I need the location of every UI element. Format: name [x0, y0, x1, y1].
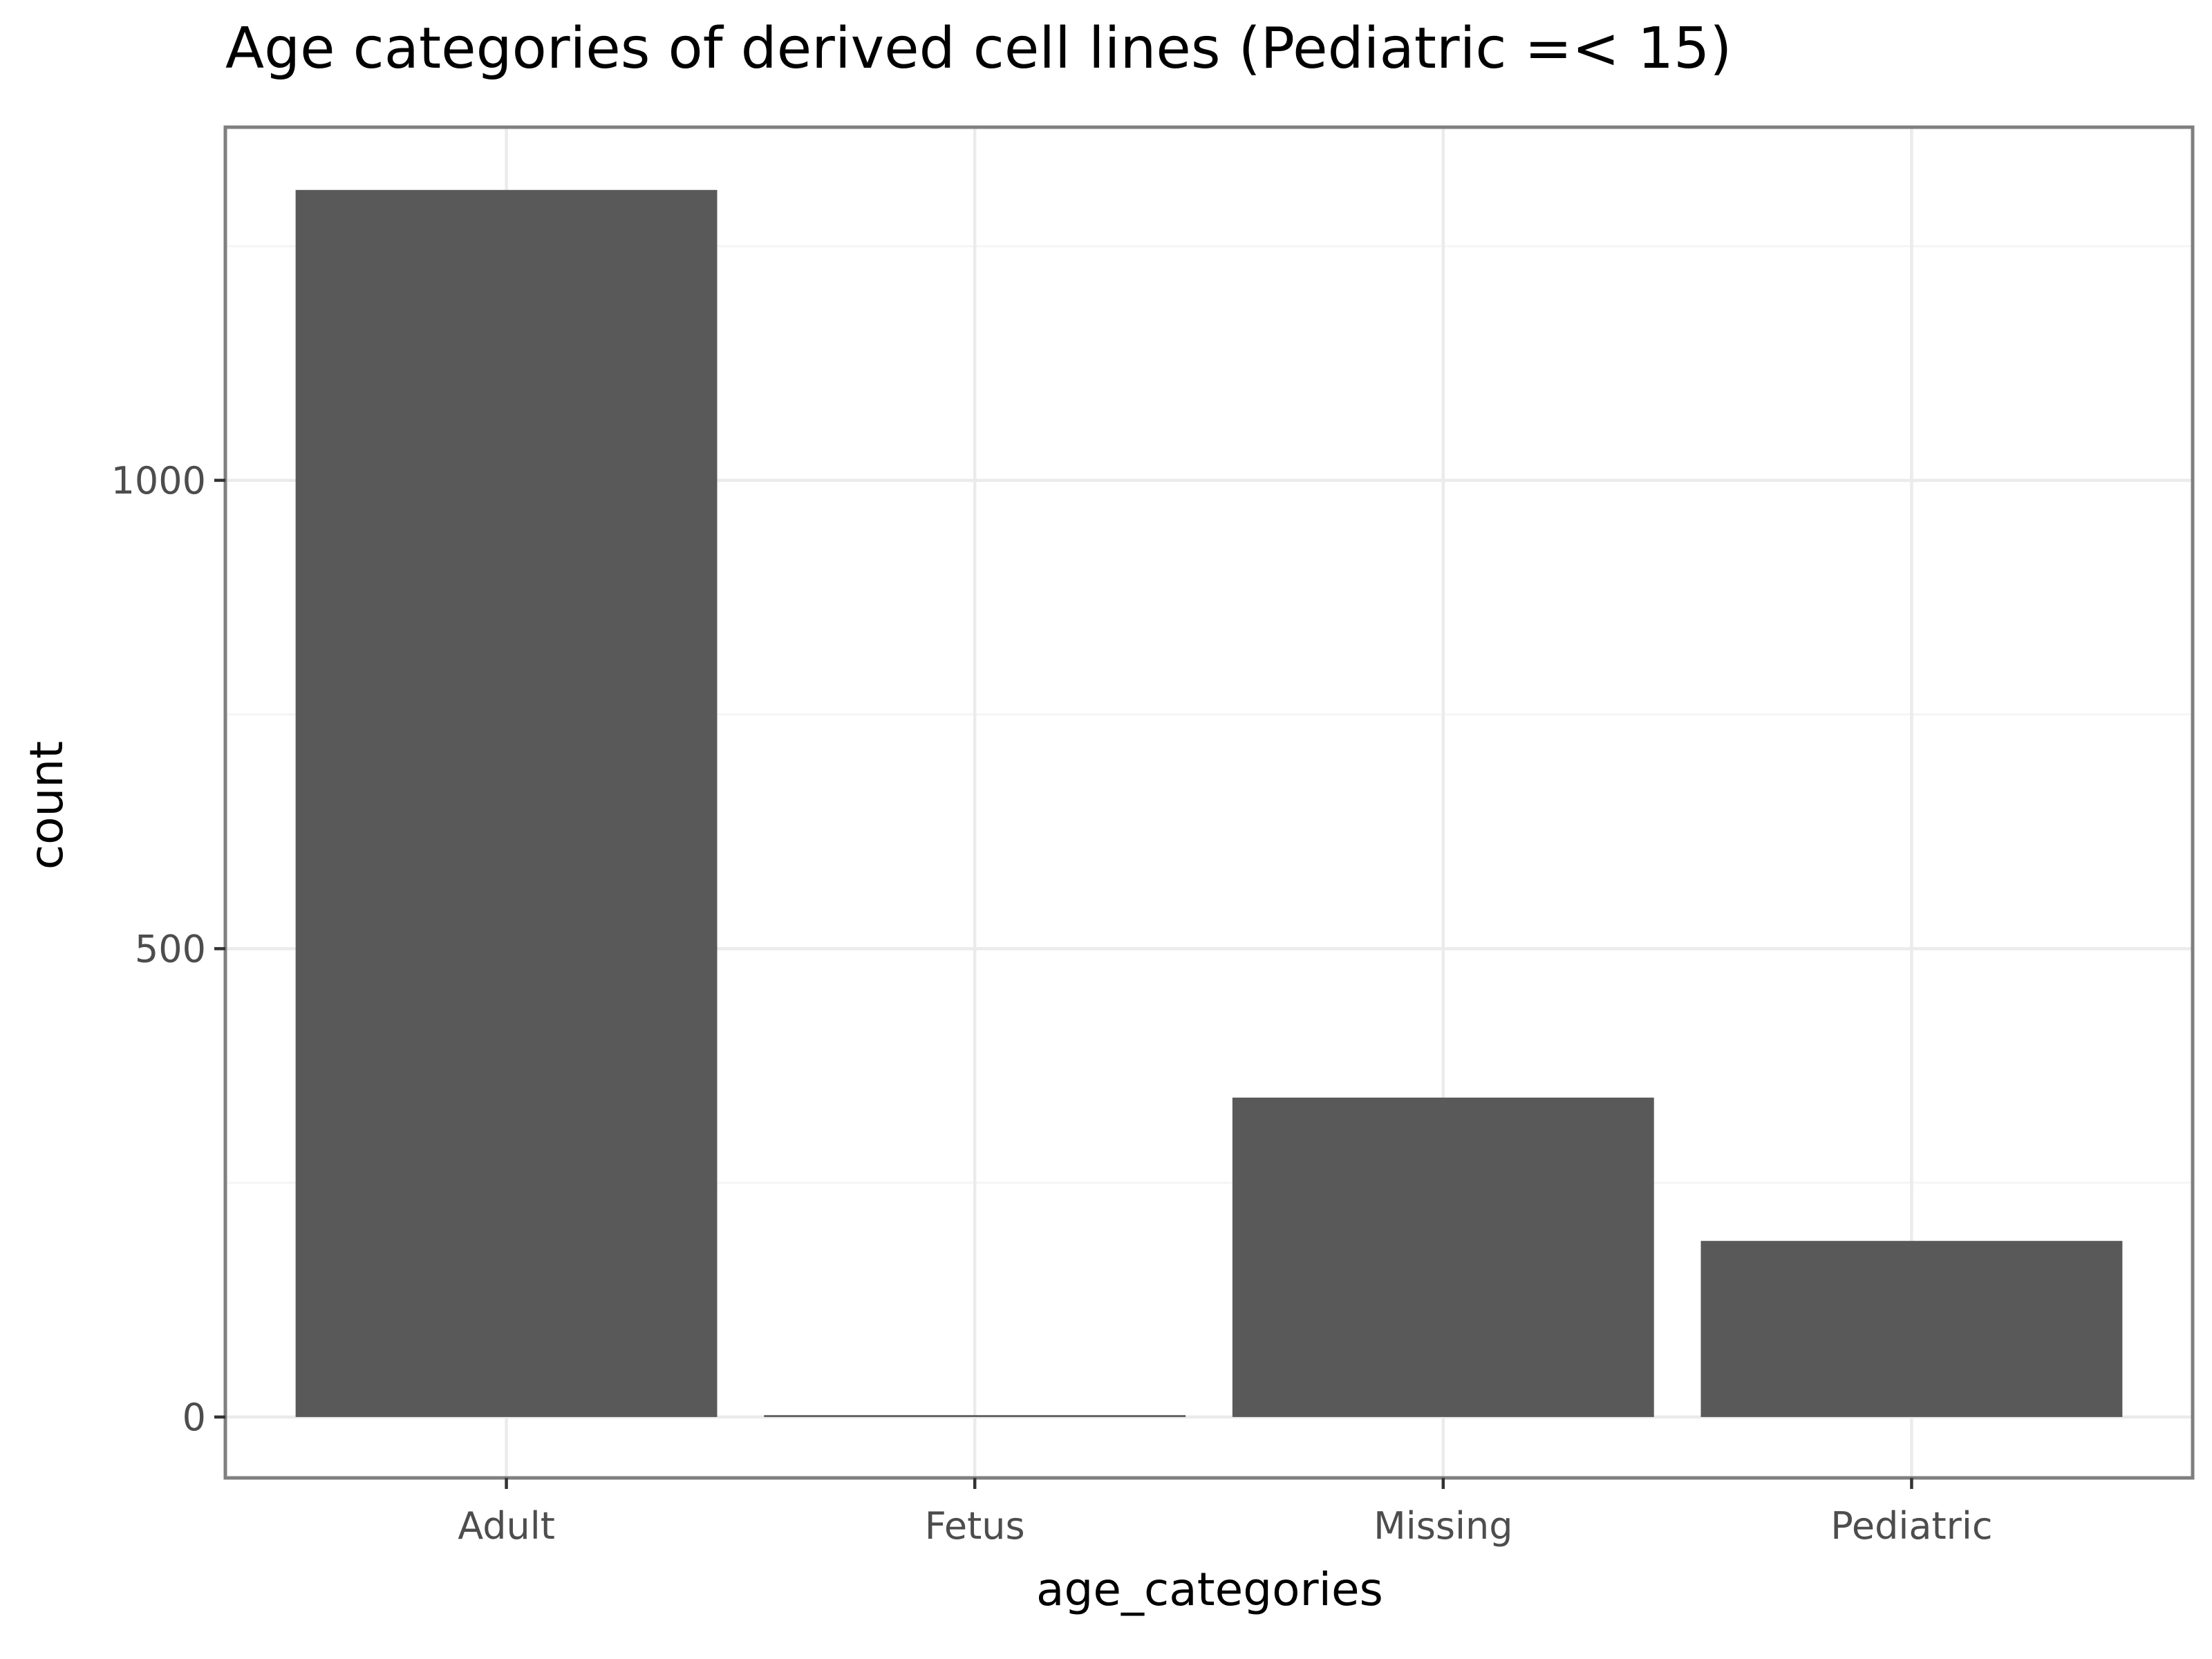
x-tick-label: Adult	[458, 1504, 555, 1548]
bar-missing	[1232, 1097, 1654, 1417]
bar-pediatric	[1700, 1241, 2123, 1417]
y-tick-label: 500	[135, 927, 206, 971]
x-tick-label: Pediatric	[1830, 1504, 1992, 1548]
bar-fetus	[764, 1415, 1186, 1417]
y-tick-label: 1000	[111, 459, 206, 503]
panel-border	[223, 125, 2195, 1480]
x-axis-title: age_categories	[1036, 1563, 1383, 1616]
x-tick-label: Fetus	[925, 1504, 1025, 1548]
axis-ticks: 0 500 1000 Adult Fetus Missing Pediatric	[111, 459, 1993, 1548]
bar-adult	[295, 189, 718, 1417]
x-tick-label: Missing	[1374, 1504, 1512, 1548]
y-axis-title: count	[20, 741, 73, 870]
y-tick-label: 0	[182, 1396, 206, 1439]
chart-title: Age categories of derived cell lines (Pe…	[225, 16, 1732, 82]
bars	[295, 189, 2123, 1417]
